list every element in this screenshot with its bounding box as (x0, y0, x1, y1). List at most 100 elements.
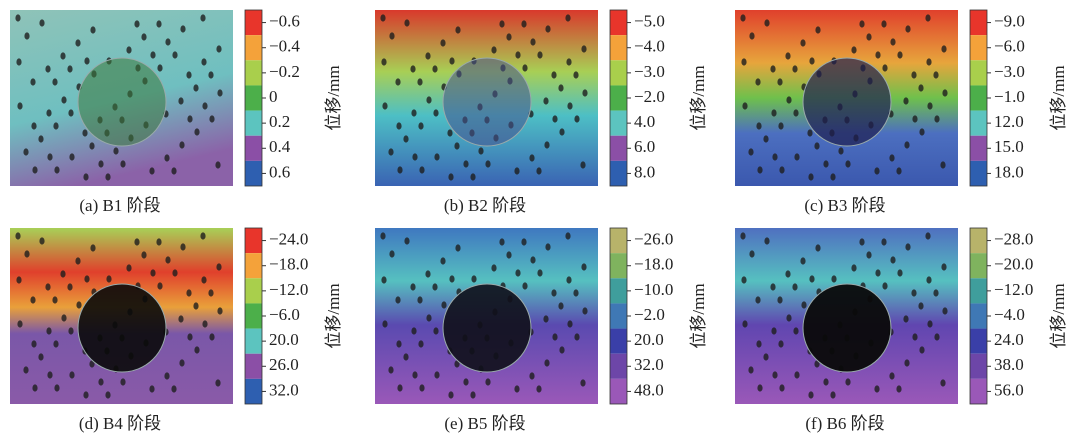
speckle (470, 173, 476, 181)
speckle (741, 58, 747, 66)
speckle (522, 282, 528, 290)
speckle (771, 327, 777, 335)
speckle (757, 166, 763, 174)
speckle (544, 141, 550, 149)
colorbar-segment (970, 160, 987, 186)
speckle (440, 257, 446, 265)
speckle (755, 78, 761, 86)
speckle (573, 289, 579, 297)
speckle (545, 25, 551, 33)
speckle (208, 289, 214, 297)
speckle (90, 244, 96, 252)
colorbar-segment (245, 253, 262, 279)
colorbar-segment (245, 35, 262, 61)
speckle (208, 71, 214, 79)
speckle (838, 147, 844, 155)
speckle (478, 147, 484, 155)
speckle (403, 135, 409, 143)
speckle (748, 148, 754, 156)
speckle (426, 96, 432, 104)
speckle (134, 20, 140, 28)
speckle (794, 371, 800, 379)
colorbar-tick-label: −9.0 (994, 11, 1025, 30)
speckle (52, 78, 58, 86)
speckle (772, 153, 778, 161)
colorbar-tick-label: 26.0 (269, 355, 299, 374)
speckle (866, 251, 872, 259)
speckle (499, 20, 505, 28)
speckle (171, 385, 177, 393)
colorbar-segment (245, 328, 262, 354)
speckle (432, 65, 438, 73)
speckle (156, 20, 162, 28)
speckle (566, 58, 572, 66)
speckle (544, 359, 550, 367)
colorbar-tick-label: 0 (269, 87, 278, 106)
speckle (741, 276, 747, 284)
speckle (925, 232, 931, 240)
speckle (209, 333, 215, 341)
speckle (748, 366, 754, 374)
speckle (425, 270, 431, 278)
speckle (778, 122, 784, 130)
colorbar-tick-label: −5.0 (634, 11, 665, 30)
speckle (786, 314, 792, 322)
colorbar-tick-label: −12.0 (994, 280, 1033, 299)
panel-caption: (a) B1 阶段 (79, 196, 160, 215)
speckle (76, 301, 82, 309)
speckle (411, 109, 417, 117)
speckle (919, 128, 925, 136)
speckle (874, 167, 880, 175)
colorbar-tick-label: 4.0 (634, 112, 655, 131)
colorbar-tick-label: 20.0 (269, 330, 299, 349)
speckle (558, 84, 564, 92)
colorbar-segment (245, 228, 262, 254)
speckle (156, 238, 162, 246)
colorbar-tick-label: 20.0 (634, 330, 664, 349)
speckle (31, 340, 37, 348)
speckle (926, 58, 932, 66)
speckle (410, 65, 416, 73)
speckle (536, 167, 542, 175)
colorbar-tick-label: −24.0 (269, 229, 308, 248)
colorbar-tick-label: −26.0 (634, 229, 673, 248)
speckle (770, 65, 776, 73)
colorbar-label: 位移/mm (1049, 65, 1067, 130)
speckle (792, 65, 798, 73)
colorbar-segment (245, 278, 262, 304)
colorbar-segment (970, 85, 987, 111)
colorbar-tick-label: 12.0 (994, 112, 1024, 131)
colorbar-tick-label: −3.0 (634, 62, 665, 81)
speckle (172, 269, 178, 277)
speckle (831, 275, 837, 283)
speckle (215, 379, 221, 387)
speckle (581, 45, 587, 53)
speckle (83, 173, 89, 181)
speckle (552, 333, 558, 341)
speckle (491, 264, 497, 272)
speckle (463, 378, 469, 386)
speckle (83, 391, 89, 399)
hole (802, 283, 892, 373)
speckle (448, 391, 454, 399)
speckle (67, 283, 73, 291)
colorbar-segment (610, 85, 627, 111)
speckle (463, 160, 469, 168)
speckle (60, 270, 66, 278)
speckle (756, 122, 762, 130)
colorbar-label: 位移/mm (324, 65, 343, 130)
speckle (772, 371, 778, 379)
colorbar-tick-label: −10.0 (634, 280, 673, 299)
colorbar-segment (245, 378, 262, 404)
speckle (925, 14, 931, 22)
speckle (215, 161, 221, 169)
speckle (201, 58, 207, 66)
speckle (927, 320, 933, 328)
speckle (106, 275, 112, 283)
speckle (410, 283, 416, 291)
colorbar-tick-label: 38.0 (994, 355, 1024, 374)
speckle (940, 379, 946, 387)
colorbar-tick-label: 0.6 (269, 162, 290, 181)
speckle (39, 237, 45, 245)
speckle (574, 333, 580, 341)
